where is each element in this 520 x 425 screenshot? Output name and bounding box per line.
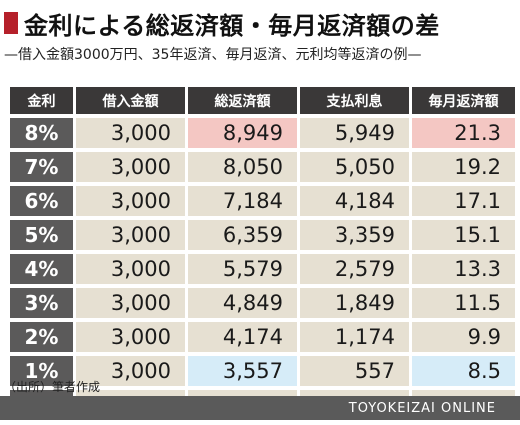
table-row: 4% 3,000 5,579 2,579 13.3	[10, 254, 515, 284]
interest-cell: 557	[300, 356, 412, 386]
interest-cell: 2,579	[300, 254, 412, 284]
footer-logo-text: TOYOKEIZAI ONLINE	[348, 400, 496, 416]
total-cell: 6,359	[188, 220, 300, 250]
monthly-cell: 17.1	[412, 186, 515, 216]
rate-cell: 5%	[10, 220, 76, 250]
loan-cell: 3,000	[76, 118, 188, 148]
loan-cell: 3,000	[76, 254, 188, 284]
rate-cell: 7%	[10, 152, 76, 182]
total-cell: 8,949	[188, 118, 300, 148]
loan-cell: 3,000	[76, 288, 188, 318]
table-row: 8% 3,000 8,949 5,949 21.3	[10, 118, 515, 148]
interest-cell: 3,359	[300, 220, 412, 250]
table-row: 1% 3,000 3,557 557 8.5	[10, 356, 515, 386]
interest-cell: 4,184	[300, 186, 412, 216]
interest-cell: 5,949	[300, 118, 412, 148]
loan-cell: 3,000	[76, 186, 188, 216]
table-row: 2% 3,000 4,174 1,174 9.9	[10, 322, 515, 352]
header-interest: 支払利息	[300, 87, 412, 114]
monthly-cell: 13.3	[412, 254, 515, 284]
header-rate: 金利	[10, 87, 76, 114]
interest-cell: 1,174	[300, 322, 412, 352]
source-note: （出所）筆者作成	[4, 380, 101, 394]
table-row: 3% 3,000 4,849 1,849 11.5	[10, 288, 515, 318]
total-cell: 3,557	[188, 356, 300, 386]
page-title: 金利による総返済額・毎月返済額の差	[24, 11, 440, 40]
monthly-cell: 9.9	[412, 322, 515, 352]
monthly-cell: 19.2	[412, 152, 515, 182]
table-row: 6% 3,000 7,184 4,184 17.1	[10, 186, 515, 216]
total-cell: 7,184	[188, 186, 300, 216]
table-row: 5% 3,000 6,359 3,359 15.1	[10, 220, 515, 250]
rate-cell: 1%	[10, 356, 76, 386]
monthly-cell: 15.1	[412, 220, 515, 250]
page-subtitle: —借入金額3000万円、35年返済、毎月返済、元利均等返済の例—	[4, 47, 422, 63]
table-row: 7% 3,000 8,050 5,050 19.2	[10, 152, 515, 182]
loan-cell: 3,000	[76, 220, 188, 250]
monthly-cell: 21.3	[412, 118, 515, 148]
footer-bar: TOYOKEIZAI ONLINE	[0, 396, 520, 420]
total-cell: 4,849	[188, 288, 300, 318]
total-cell: 5,579	[188, 254, 300, 284]
loan-cell: 3,000	[76, 152, 188, 182]
rate-cell: 8%	[10, 118, 76, 148]
table-header-row: 金利 借入金額 総返済額 支払利息 毎月返済額	[10, 87, 515, 114]
header-monthly: 毎月返済額	[412, 87, 515, 114]
total-cell: 4,174	[188, 322, 300, 352]
total-cell: 8,050	[188, 152, 300, 182]
title-marker	[4, 12, 18, 34]
monthly-cell: 11.5	[412, 288, 515, 318]
interest-cell: 1,849	[300, 288, 412, 318]
loan-cell: 3,000	[76, 356, 188, 386]
rate-cell: 2%	[10, 322, 76, 352]
title-area: 金利による総返済額・毎月返済額の差	[4, 6, 440, 40]
rate-cell: 3%	[10, 288, 76, 318]
rate-cell: 6%	[10, 186, 76, 216]
monthly-cell: 8.5	[412, 356, 515, 386]
interest-cell: 5,050	[300, 152, 412, 182]
header-loan: 借入金額	[76, 87, 188, 114]
header-total: 総返済額	[188, 87, 300, 114]
rate-cell: 4%	[10, 254, 76, 284]
loan-cell: 3,000	[76, 322, 188, 352]
repayment-table: 金利 借入金額 総返済額 支払利息 毎月返済額 8% 3,000 8,949 5…	[10, 83, 515, 424]
